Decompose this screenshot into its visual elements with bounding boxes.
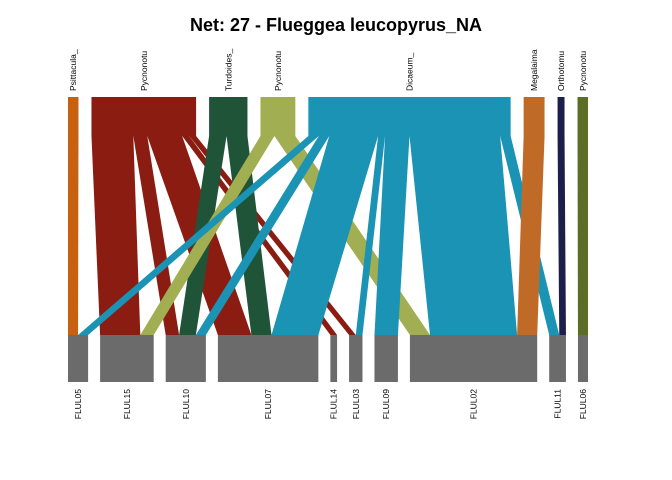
- higher-bar-0: [68, 97, 79, 136]
- higher-bar-7: [577, 97, 588, 136]
- lower-bar-4: [330, 335, 338, 382]
- link-5-7: [517, 136, 545, 335]
- lower-label-1: FLUL15: [122, 389, 132, 420]
- lower-bar-9: [577, 335, 588, 382]
- higher-level-labels: Psittacula_ Pycnonotu Turdoides_ Pycnonotu D…: [68, 49, 588, 91]
- higher-bar-2: [209, 97, 248, 136]
- lower-label-7: FLUL02: [469, 389, 479, 420]
- lower-level-labels: FLUL05 FLUL15 FLUL10 FLUL07 FLUL14 FLUL03 FLUL…: [73, 389, 588, 420]
- higher-bar-1: [91, 97, 197, 136]
- higher-bar-3: [260, 97, 296, 136]
- link-4-0: [78, 136, 319, 335]
- lower-bar-7: [409, 335, 538, 382]
- lower-bar-0: [68, 335, 89, 382]
- lower-bar-5: [349, 335, 363, 382]
- link-4-3: [271, 136, 379, 335]
- lower-label-4: FLUL14: [329, 389, 339, 420]
- higher-bar-5: [523, 97, 545, 136]
- lower-label-6: FLUL09: [381, 389, 391, 420]
- lower-level-bars: [68, 335, 588, 382]
- chart-title: Net: 27 - Flueggea leucopyrus_NA: [190, 15, 482, 35]
- higher-label-0: Psittacula_: [68, 49, 78, 91]
- lower-bar-6: [374, 335, 398, 382]
- higher-label-7: Pycnonotu: [578, 51, 588, 91]
- higher-label-2: Turdoides_: [223, 49, 233, 91]
- higher-bar-6: [557, 97, 565, 136]
- link-4-7: [409, 136, 518, 335]
- lower-bar-2: [165, 335, 206, 382]
- lower-bar-1: [100, 335, 154, 382]
- lower-label-8: FLUL11: [553, 389, 563, 419]
- higher-label-1: Pycnonotu: [139, 51, 149, 91]
- link-7-9: [577, 136, 588, 335]
- link-6-8: [557, 136, 566, 335]
- lower-label-3: FLUL07: [263, 389, 273, 420]
- link-3-1: [140, 136, 275, 335]
- higher-level-bars: [68, 97, 588, 136]
- higher-label-3: Pycnonotu: [273, 51, 283, 91]
- lower-label-9: FLUL06: [578, 389, 588, 420]
- link-0-0: [68, 136, 79, 335]
- higher-bar-4: [308, 97, 511, 136]
- higher-label-6: Orthotomu: [556, 51, 566, 91]
- higher-label-4: Dicaeum_: [404, 52, 414, 91]
- lower-label-0: FLUL05: [73, 389, 83, 420]
- higher-label-5: Megalaima: [529, 49, 539, 91]
- link-1-2: [133, 136, 180, 335]
- lower-label-5: FLUL03: [351, 389, 361, 420]
- link-4-2: [195, 136, 330, 335]
- link-4-6: [374, 136, 410, 335]
- link-1-1: [91, 136, 141, 335]
- interaction-links: [68, 136, 588, 335]
- link-4-5: [355, 136, 386, 335]
- lower-label-2: FLUL10: [181, 389, 191, 420]
- lower-bar-3: [217, 335, 319, 382]
- lower-bar-8: [549, 335, 566, 382]
